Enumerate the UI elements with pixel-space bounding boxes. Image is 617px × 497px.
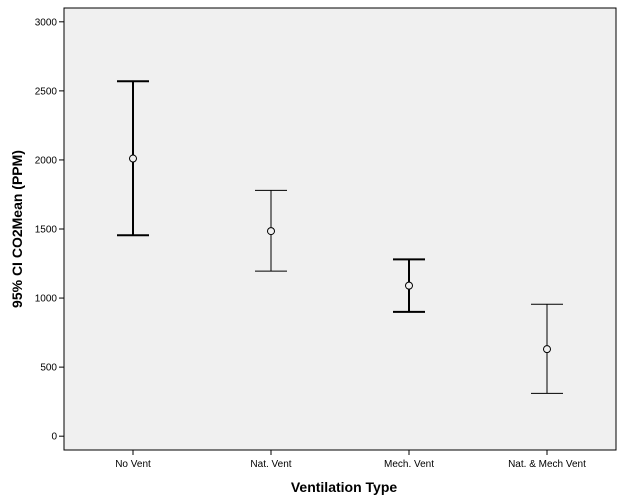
y-tick-label: 500 xyxy=(40,363,57,374)
mean-point xyxy=(267,227,275,236)
mean-point xyxy=(405,281,413,290)
mean-point xyxy=(543,345,551,354)
mean-point xyxy=(129,154,137,163)
x-tick-label: Nat. Vent xyxy=(250,459,291,470)
y-tick-label: 0 xyxy=(51,432,57,443)
y-tick-label: 3000 xyxy=(35,17,58,28)
y-axis: 0 500 1000 1500 2000 2500 3000 xyxy=(35,17,64,443)
x-tick-label: No Vent xyxy=(115,459,151,470)
error-bars xyxy=(117,80,563,394)
y-tick-label: 1000 xyxy=(35,294,58,305)
y-axis-title: 95% CI CO2Mean (PPM) xyxy=(9,150,25,308)
x-tick-label: Mech. Vent xyxy=(384,459,434,470)
x-axis-title: Ventilation Type xyxy=(291,479,398,495)
plot-area xyxy=(63,7,617,451)
x-tick-label: Nat. & Mech Vent xyxy=(508,459,586,470)
y-tick-label: 1500 xyxy=(35,225,58,236)
y-tick-label: 2000 xyxy=(35,155,58,166)
y-tick-label: 2500 xyxy=(35,86,58,97)
x-axis: No Vent Nat. Vent Mech. Vent Nat. & Mech Ve… xyxy=(115,450,586,470)
